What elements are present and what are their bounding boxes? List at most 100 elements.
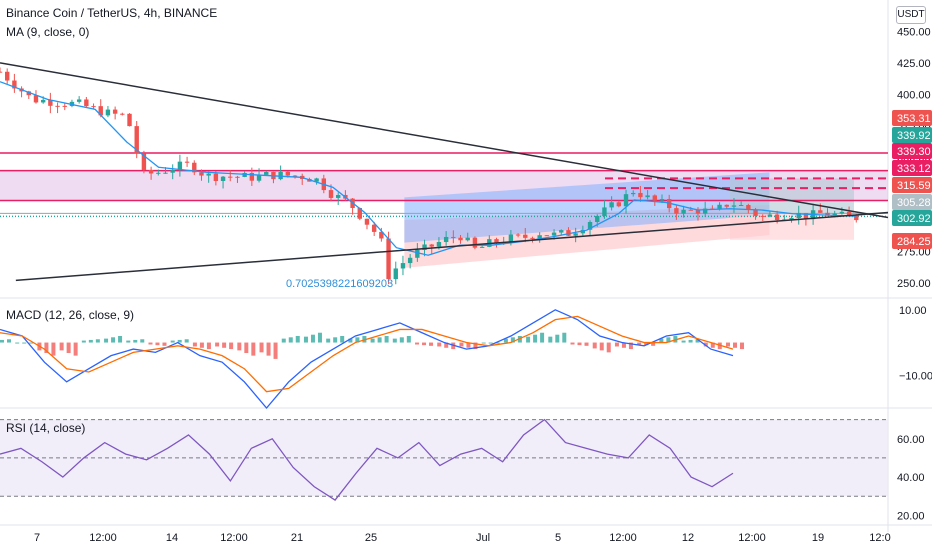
candle-body[interactable] [803, 212, 809, 220]
candle-body[interactable] [508, 234, 514, 243]
candle-body[interactable] [724, 204, 729, 207]
candle-body[interactable] [264, 171, 269, 175]
candle-body[interactable] [242, 172, 247, 177]
candle-body[interactable] [753, 209, 758, 216]
candle-body[interactable] [328, 190, 334, 198]
candle-body[interactable] [91, 106, 96, 108]
candle-body[interactable] [767, 214, 773, 217]
candle-body[interactable] [702, 208, 708, 214]
candle-body[interactable] [587, 222, 593, 230]
candle-body[interactable] [112, 109, 118, 114]
candle-body[interactable] [760, 215, 765, 217]
candle-body[interactable] [479, 246, 485, 248]
candle-body[interactable] [285, 171, 291, 176]
candle-body[interactable] [98, 106, 103, 116]
candle-body[interactable] [659, 199, 665, 201]
candle-body[interactable] [573, 233, 578, 236]
candle-body[interactable] [379, 231, 384, 239]
candle-body[interactable] [515, 234, 521, 236]
candle-body[interactable] [76, 99, 82, 102]
candle-body[interactable] [278, 171, 283, 180]
candle-body[interactable] [314, 178, 319, 182]
candle-body[interactable] [220, 176, 226, 181]
candle-body[interactable] [832, 213, 837, 216]
candle-body[interactable] [609, 202, 614, 208]
candle-body[interactable] [40, 99, 46, 103]
candle-body[interactable] [33, 95, 39, 103]
candle-body[interactable] [436, 242, 442, 247]
support-trendline[interactable] [15, 211, 889, 282]
candle-body[interactable] [393, 268, 398, 280]
candle-body[interactable] [134, 126, 139, 154]
price-tag[interactable] [892, 110, 932, 126]
candle-body[interactable] [148, 170, 154, 174]
candle-body[interactable] [854, 215, 859, 221]
symbol-title[interactable]: Binance Coin / TetherUS, 4h, BINANCE [6, 6, 218, 20]
candle-body[interactable] [616, 202, 622, 207]
candle-body[interactable] [818, 210, 823, 213]
candle-body[interactable] [386, 238, 391, 280]
price-tag[interactable] [892, 233, 932, 249]
candle-body[interactable] [602, 207, 607, 216]
candle-body[interactable] [451, 236, 456, 238]
candle-body[interactable] [163, 172, 168, 174]
candle-body[interactable] [544, 235, 550, 237]
candle-body[interactable] [62, 105, 67, 107]
candle-body[interactable] [364, 218, 370, 225]
macd-panel[interactable]: 10.00 −10.00 [0, 305, 932, 410]
candle-body[interactable] [774, 214, 780, 221]
candle-body[interactable] [156, 172, 161, 174]
candle-body[interactable] [825, 212, 830, 216]
candle-body[interactable] [458, 237, 463, 241]
candle-body[interactable] [631, 192, 636, 195]
candle-body[interactable] [192, 162, 197, 173]
candle-body[interactable] [652, 195, 658, 201]
price-tag[interactable] [892, 210, 932, 226]
candle-body[interactable] [127, 113, 132, 127]
candle-body[interactable] [523, 234, 528, 238]
candle-body[interactable] [674, 208, 679, 214]
currency-button[interactable]: USDT [896, 6, 926, 24]
candle-body[interactable] [738, 205, 744, 207]
resistance-trendline[interactable] [0, 62, 889, 219]
candle-body[interactable] [292, 175, 298, 177]
candle-body[interactable] [184, 161, 190, 163]
time-axis[interactable]: 7 12:00 14 12:00 21 25 Jul 5 12:00 12 12:00 19 12:0 [34, 532, 891, 544]
candle-body[interactable] [681, 209, 686, 214]
candle-body[interactable] [595, 215, 600, 223]
candle-body[interactable] [120, 113, 125, 115]
candle-body[interactable] [4, 71, 10, 81]
candle-body[interactable] [0, 71, 3, 73]
candle-body[interactable] [580, 229, 586, 234]
candle-body[interactable] [206, 173, 211, 176]
price-tag[interactable] [892, 143, 932, 159]
ma-indicator-label[interactable]: MA (9, close, 0) [6, 25, 90, 39]
candle-body[interactable] [789, 218, 794, 220]
candle-body[interactable] [551, 232, 557, 236]
candle-body[interactable] [566, 230, 571, 236]
candle-body[interactable] [839, 211, 845, 214]
candle-body[interactable] [400, 263, 406, 269]
candle-body[interactable] [465, 237, 470, 241]
candle-body[interactable] [26, 91, 31, 96]
candle-body[interactable] [638, 192, 643, 198]
candle-body[interactable] [796, 212, 801, 219]
candle-body[interactable] [415, 249, 420, 258]
candle-body[interactable] [105, 109, 111, 116]
candle-body[interactable] [422, 244, 427, 250]
candle-body[interactable] [256, 174, 262, 181]
rsi-panel[interactable]: 60.00 40.00 20.00 [0, 418, 925, 523]
candle-body[interactable] [443, 236, 449, 243]
price-tag[interactable] [892, 177, 932, 193]
candle-body[interactable] [472, 237, 478, 248]
price-axis[interactable]: 450.00425.00400.00375.00350.00325.00300.… [892, 26, 932, 290]
candle-body[interactable] [249, 172, 255, 181]
candle-body[interactable] [371, 224, 377, 232]
candle-body[interactable] [170, 170, 175, 173]
macd-indicator-label[interactable]: MACD (12, 26, close, 9) [6, 308, 135, 322]
price-tag[interactable] [892, 194, 932, 210]
candle-body[interactable] [746, 205, 751, 210]
candle-body[interactable] [141, 153, 147, 171]
candle-body[interactable] [645, 195, 650, 198]
